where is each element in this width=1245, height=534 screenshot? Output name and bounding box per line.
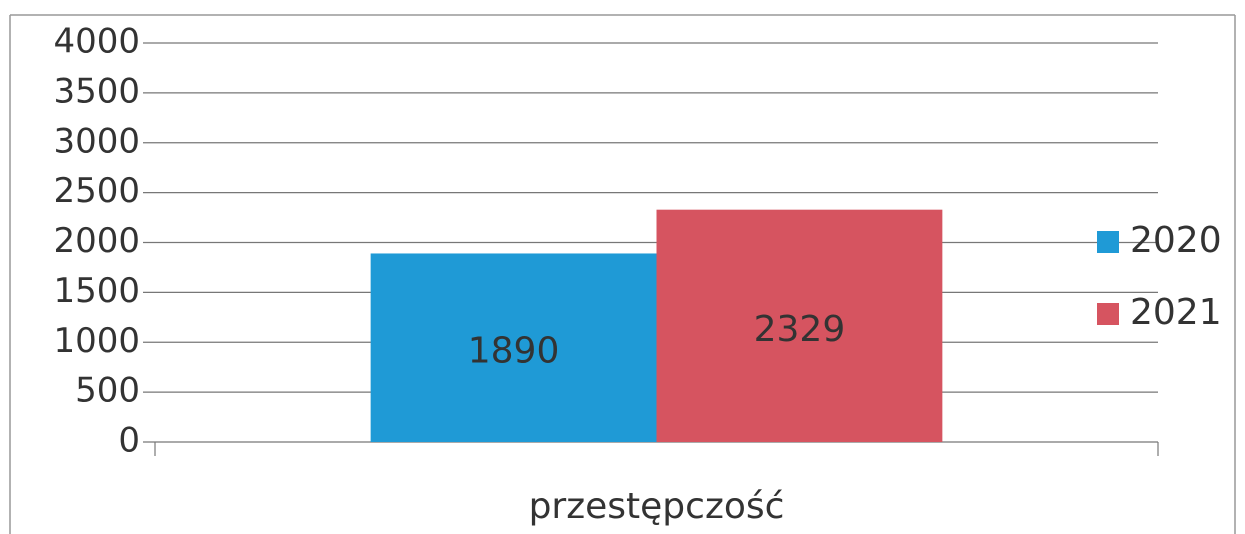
y-tick-label: 1000 [53, 321, 140, 361]
y-tick-label: 3000 [53, 121, 140, 161]
legend-swatch [1097, 303, 1119, 325]
y-tick-label: 3500 [53, 71, 140, 111]
y-tick-label: 4000 [53, 22, 140, 62]
y-tick-label: 2000 [53, 221, 140, 261]
y-tick-label: 500 [75, 371, 140, 411]
data-label: 1890 [468, 331, 560, 372]
y-tick-label: 1500 [53, 271, 140, 311]
legend-swatch [1097, 231, 1119, 253]
y-tick-label: 0 [118, 421, 140, 461]
data-label: 2329 [754, 309, 846, 350]
bar [656, 209, 943, 442]
x-tick-label: przestępczość [529, 486, 785, 527]
legend-label: 2020 [1130, 220, 1222, 261]
legend-label: 2021 [1130, 292, 1222, 333]
y-tick-label: 2500 [53, 171, 140, 211]
bar [370, 253, 657, 442]
